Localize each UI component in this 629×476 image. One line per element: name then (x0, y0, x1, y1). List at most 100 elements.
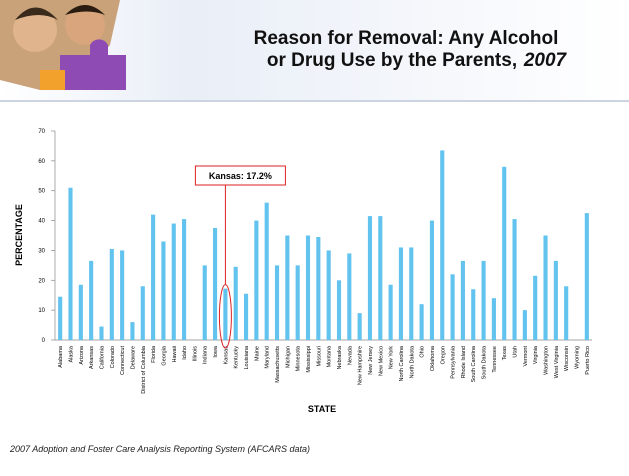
bar (553, 260, 558, 340)
x-tick-label: Colorado (110, 346, 116, 368)
bar (68, 187, 73, 340)
y-tick-label: 50 (38, 189, 45, 195)
x-tick-label: Kansas (223, 346, 229, 365)
y-tick-label: 20 (38, 278, 45, 284)
bar (171, 223, 176, 340)
x-tick-label: Puerto Rico (585, 346, 591, 375)
bar (429, 220, 434, 340)
x-tick-label: New Hampshire (358, 346, 364, 385)
x-tick-label: Arkansas (89, 346, 95, 369)
y-tick-label: 30 (38, 248, 45, 254)
x-tick-label: California (99, 345, 105, 369)
bar (89, 260, 94, 340)
bar (512, 219, 517, 340)
source-note: 2007 Adoption and Foster Care Analysis R… (9, 444, 310, 454)
chart-title-year: 2007 (523, 50, 568, 71)
x-tick-label: Oklahoma (430, 345, 436, 371)
x-tick-label: South Dakota (482, 345, 488, 379)
bar (140, 286, 145, 340)
x-tick-label: Maryland (265, 346, 271, 369)
bar (130, 322, 135, 340)
y-tick-label: 40 (38, 219, 45, 225)
x-tick-label: Mississippi (306, 346, 312, 373)
x-tick-label: Wisconsin (564, 346, 570, 371)
bar (99, 326, 104, 340)
x-tick-label: Alabama (58, 345, 64, 368)
x-tick-label: Pennsylvania (451, 345, 457, 379)
bar (367, 216, 373, 340)
x-tick-label: Utah (513, 346, 519, 358)
bar (533, 275, 538, 340)
x-tick-label: Indiana (203, 345, 209, 364)
x-tick-label: Texas (502, 346, 508, 361)
x-tick-label: Minnesota (296, 345, 302, 371)
bar (357, 313, 362, 340)
x-tick-label: Delaware (130, 346, 136, 369)
bar (502, 166, 507, 340)
bar (161, 241, 166, 340)
bar (182, 219, 187, 340)
bar (316, 236, 321, 340)
bar (481, 260, 486, 340)
bar (398, 247, 404, 340)
x-tick-label: Washington (544, 346, 550, 375)
plot: 0 10 20 30 40 50 60 70 Alabama Alaska Arizona Arkan… (38, 129, 592, 394)
x-tick-label: Florida (151, 345, 157, 363)
chart-title: or Drug Use by the Parents, (267, 50, 517, 71)
x-tick-label: Connecticut (120, 346, 126, 376)
x-tick-label: Oregon (440, 346, 446, 364)
bar (326, 250, 331, 340)
x-tick-label: West Virginia (554, 345, 560, 378)
x-tick-label: Vermont (523, 346, 529, 367)
x-tick-label: Virginia (533, 345, 539, 364)
x-tick-label: Kentucky (234, 346, 240, 369)
y-axis-label: PERCENTAGE (14, 204, 24, 266)
callout-box (194, 165, 286, 186)
x-tick-label: New York (389, 346, 395, 369)
bar (264, 202, 269, 340)
y-tick-label: 60 (38, 159, 45, 165)
x-tick-label: Rhode Island (461, 346, 467, 378)
x-tick-label: Georgia (161, 345, 167, 366)
x-tick-label: Alaska (68, 345, 74, 362)
x-tick-label: District of Columbia (141, 345, 147, 394)
x-tick-label: Idaho (182, 346, 188, 360)
bar (274, 265, 280, 340)
bar (388, 284, 393, 340)
bar (440, 150, 445, 340)
bar (564, 286, 569, 340)
bar (58, 296, 63, 340)
x-tick-label: Maine (254, 346, 260, 361)
bar (584, 213, 589, 340)
chart-title: Reason for Removal: Any Alcohol (254, 28, 559, 49)
x-tick-label: Louisiana (244, 345, 250, 369)
x-tick-label: North Dakota (409, 345, 415, 378)
x-tick-label: South Carolina (471, 345, 477, 382)
bar (295, 265, 300, 340)
bar (285, 235, 290, 340)
x-tick-label: Wyoming (575, 346, 581, 369)
y-tick-label: 10 (38, 308, 45, 314)
bar (305, 235, 311, 340)
x-tick-label: Tennessee (492, 346, 498, 373)
x-tick-label: Nevada (347, 345, 353, 365)
x-axis-label: STATE (308, 404, 336, 414)
x-tick-label: Iowa (213, 345, 219, 358)
bar (522, 310, 527, 340)
bar (243, 293, 249, 340)
bar (202, 265, 207, 340)
x-tick-label: Montana (327, 345, 333, 367)
bar (378, 216, 383, 340)
bar (347, 253, 352, 340)
x-tick-label: North Carolina (399, 345, 405, 381)
bar (120, 250, 125, 340)
bar (78, 284, 83, 340)
bar (450, 274, 455, 340)
bar (460, 260, 465, 340)
x-tick-label: Missouri (316, 346, 322, 366)
x-tick-label: Massachusetts (275, 346, 281, 383)
x-tick-label: Illinois (192, 346, 198, 362)
x-tick-label: New Jersey (368, 346, 374, 375)
bar (491, 298, 496, 340)
